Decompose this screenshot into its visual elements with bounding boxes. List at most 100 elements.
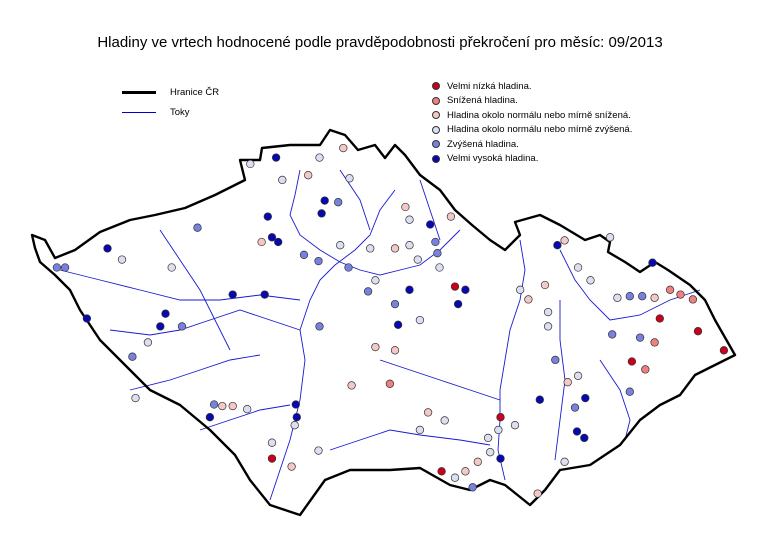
station-marker <box>440 416 449 425</box>
legend-item-border: Hranice ČR <box>122 79 219 105</box>
station-marker <box>461 285 470 294</box>
legend-label: Hladina okolo normálu nebo mírně snížená… <box>447 109 631 121</box>
river <box>199 404 291 431</box>
station-marker <box>483 433 493 443</box>
station-marker <box>405 285 414 294</box>
station-marker <box>535 395 544 404</box>
river <box>599 359 631 441</box>
station-marker <box>405 241 414 250</box>
river <box>554 300 566 461</box>
station-marker <box>143 338 153 347</box>
stations <box>52 143 729 498</box>
station-marker <box>156 322 165 331</box>
station-marker <box>320 196 329 205</box>
station-marker <box>433 249 442 258</box>
station-marker <box>371 276 380 285</box>
station-marker <box>453 299 463 309</box>
river <box>329 429 491 451</box>
station-marker <box>257 237 266 247</box>
station-marker <box>290 421 299 430</box>
station-marker <box>52 263 62 272</box>
legend-label: Zvýšená hladina. <box>447 138 519 150</box>
station-marker <box>560 457 569 466</box>
station-marker <box>315 322 324 331</box>
legend-label: Velmi nízká hladina. <box>447 80 532 92</box>
station-marker <box>650 293 659 302</box>
station-marker <box>635 333 645 342</box>
station-marker <box>665 285 675 294</box>
station-marker <box>287 462 296 471</box>
station-marker <box>267 438 277 447</box>
station-marker <box>573 263 583 272</box>
station-marker <box>263 212 272 221</box>
station-marker <box>393 320 403 329</box>
station-marker <box>60 263 70 272</box>
station-marker <box>638 292 647 301</box>
station-marker <box>641 365 650 374</box>
station-marker <box>292 413 301 422</box>
station-marker <box>426 220 435 229</box>
river <box>419 179 441 241</box>
river <box>559 249 701 321</box>
station-marker <box>580 433 589 443</box>
station-marker <box>131 393 140 403</box>
level-legend: Velmi nízká hladina. Snížená hladina. Hlad… <box>432 79 632 166</box>
station-marker <box>473 457 482 466</box>
station-marker <box>543 322 553 331</box>
legend-dot-icon <box>432 140 440 149</box>
legend-dot-icon <box>432 111 440 120</box>
legend-dot-icon <box>432 82 440 91</box>
station-marker <box>304 171 313 180</box>
station-marker <box>401 202 410 212</box>
station-marker <box>363 287 373 296</box>
station-marker <box>128 352 137 361</box>
border-line-swatch <box>122 90 156 94</box>
legend-item-level-3: Hladina okolo normálu nebo mírně snížená… <box>432 108 632 123</box>
station-marker <box>299 250 309 259</box>
station-marker <box>570 403 580 412</box>
station-marker <box>366 244 375 253</box>
station-marker <box>314 446 323 455</box>
station-marker <box>260 290 269 299</box>
station-marker <box>553 241 562 250</box>
station-marker <box>450 282 460 291</box>
station-marker <box>573 371 583 380</box>
station-marker <box>390 244 400 253</box>
station-marker <box>605 233 615 242</box>
station-marker <box>371 342 380 352</box>
station-marker <box>103 244 112 253</box>
station-marker <box>271 153 281 162</box>
station-marker <box>496 454 505 463</box>
station-marker <box>390 299 400 309</box>
station-marker <box>572 427 582 436</box>
station-marker <box>193 223 202 232</box>
river <box>497 239 526 481</box>
station-marker <box>267 233 277 242</box>
station-marker <box>423 408 433 417</box>
station-marker <box>533 489 542 498</box>
station-marker <box>267 454 277 463</box>
river <box>59 269 301 301</box>
station-marker <box>543 307 553 317</box>
station-marker <box>650 338 659 347</box>
legend-label: Velmi vysoká hladina. <box>447 153 539 165</box>
legend-label: Snížená hladina. <box>447 95 518 107</box>
station-marker <box>205 413 215 422</box>
station-marker <box>437 467 446 476</box>
station-marker <box>435 263 444 272</box>
station-marker <box>625 387 634 396</box>
map-title: Hladiny ve vrtech hodnocené podle pravdě… <box>97 34 663 51</box>
station-marker <box>719 346 729 355</box>
legend-label: Toky <box>170 106 190 118</box>
legend-item-level-6: Velmi vysoká hladina. <box>432 152 632 167</box>
station-marker <box>468 483 477 492</box>
station-marker <box>560 236 569 245</box>
legend-label: Hladina okolo normálu nebo mírně zvýšená… <box>447 124 633 136</box>
legend-label: Hranice ČR <box>170 86 220 98</box>
station-marker <box>117 255 127 264</box>
station-marker <box>450 473 460 482</box>
czech-border <box>30 128 737 517</box>
station-marker <box>167 263 176 272</box>
line-legend: Hranice ČR Toky <box>122 79 219 119</box>
